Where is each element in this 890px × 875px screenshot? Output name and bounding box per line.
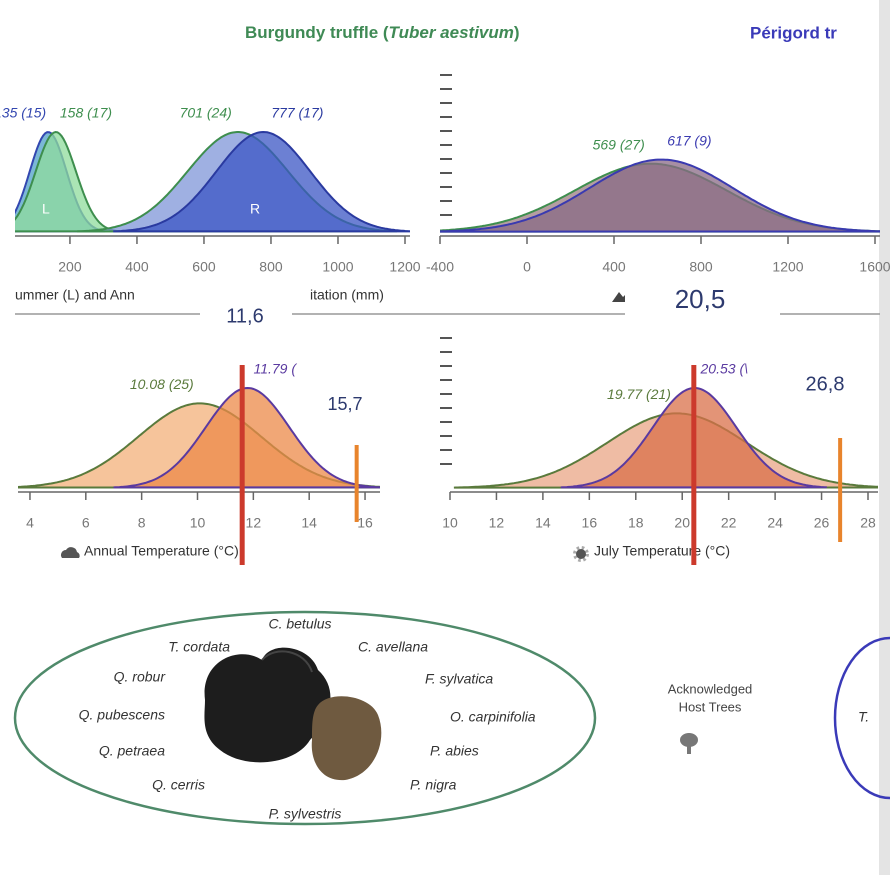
mean-label: 701 (24) (180, 105, 232, 121)
x-tick-label: 22 (721, 515, 737, 531)
x-axis-label: ummer (L) and Ann (15, 287, 135, 303)
host-name: O. carpinifolia (450, 709, 536, 725)
x-tick-label: 200 (58, 259, 82, 275)
x-tick-label: 10 (190, 515, 206, 531)
mean-label: 617 (9) (667, 132, 711, 148)
icon (576, 549, 586, 559)
x-tick-label: 16 (582, 515, 598, 531)
x-tick-label: 400 (602, 259, 626, 275)
x-tick-label: 14 (535, 515, 551, 531)
title: Burgundy truffle (Tuber aestivum) (245, 23, 520, 42)
title-part: ) (514, 23, 520, 42)
x-tick-label: 1200 (389, 259, 420, 275)
x-tick-label: 6 (82, 515, 90, 531)
x-tick-label: 16 (357, 515, 373, 531)
x-tick-label: 18 (628, 515, 644, 531)
x-axis-label: July Temperature (°C) (594, 543, 730, 559)
x-tick-label: 4 (26, 515, 34, 531)
host-name: Q. robur (114, 669, 167, 685)
host-name: F. sylvatica (425, 671, 493, 687)
host-name: P. abies (430, 743, 479, 759)
title-other: Périgord tr (750, 23, 837, 42)
host-name: C. betulus (268, 616, 331, 632)
x-tick-label: 600 (192, 259, 216, 275)
mean-label: 20.53 (\ (700, 361, 749, 377)
mean-label: 135 (15) (0, 105, 46, 121)
host-name: C. avellana (358, 639, 428, 655)
title-part: Burgundy truffle ( (245, 23, 389, 42)
edge-bar (879, 0, 890, 875)
figure: Burgundy truffle (Tuber aestivum) Périgo… (0, 0, 890, 875)
x-tick-label: 14 (301, 515, 317, 531)
x-tick-label: 400 (125, 259, 149, 275)
x-tick-label: 0 (523, 259, 531, 275)
mean-label: 569 (27) (593, 136, 645, 152)
x-tick-label: 26 (814, 515, 830, 531)
marker-label: 26,8 (806, 373, 845, 395)
x-tick-label: 10 (442, 515, 458, 531)
title-species: Tuber aestivum (389, 23, 514, 42)
mean-label: 158 (17) (60, 105, 112, 121)
other-host: T. (858, 709, 869, 725)
x-axis-label: Annual Temperature (°C) (84, 543, 239, 559)
x-tick-label: 8 (138, 515, 146, 531)
host-name: Q. cerris (152, 777, 205, 793)
host-name: P. sylvestris (269, 806, 342, 822)
marker-label: 15,7 (327, 394, 362, 414)
host-caption: Host Trees (679, 699, 742, 714)
mean-label: 19.77 (21) (607, 386, 671, 402)
x-tick-label: 20 (674, 515, 690, 531)
host-name: Q. pubescens (79, 707, 165, 723)
x-tick-label: 1000 (322, 259, 353, 275)
x-tick-label: -400 (426, 259, 454, 275)
x-tick-label: 28 (860, 515, 876, 531)
x-tick-label: 24 (767, 515, 783, 531)
mean-label: 10.08 (25) (130, 376, 194, 392)
marker-label: 20,5 (675, 284, 726, 314)
marker-label: 11,6 (226, 305, 263, 327)
mean-label: 777 (17) (271, 105, 323, 121)
x-tick-label: 12 (246, 515, 262, 531)
x-tick-label: 800 (689, 259, 713, 275)
host-caption: Acknowledged (668, 681, 753, 696)
x-axis-label: itation (mm) (310, 287, 384, 303)
x-tick-label: 12 (489, 515, 505, 531)
host-name: T. cordata (168, 639, 230, 655)
x-tick-label: 1200 (772, 259, 803, 275)
x-tick-label: 800 (259, 259, 283, 275)
host-name: Q. petraea (99, 743, 165, 759)
x-tick-label: 1600 (859, 259, 890, 275)
region-label: L (42, 201, 50, 217)
host-name: P. nigra (410, 777, 457, 793)
mean-label: 11.79 ( (253, 361, 297, 377)
region-label: R (250, 201, 260, 217)
